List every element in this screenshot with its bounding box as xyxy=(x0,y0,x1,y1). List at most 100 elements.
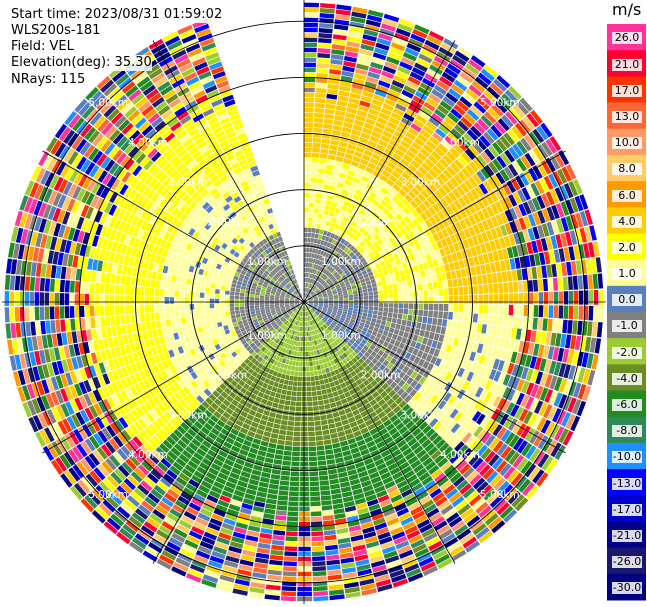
range-gate xyxy=(481,208,490,219)
range-gate xyxy=(338,90,350,97)
range-gate xyxy=(333,307,338,310)
range-gate xyxy=(321,325,326,330)
range-gate xyxy=(316,328,320,334)
range-gate xyxy=(363,211,371,219)
range-gate xyxy=(448,88,462,100)
range-gate xyxy=(324,264,329,269)
range-gate xyxy=(306,294,310,298)
range-gate xyxy=(360,348,367,355)
range-gate xyxy=(418,290,424,297)
range-gate xyxy=(306,381,311,387)
range-gate xyxy=(71,331,78,344)
range-gate xyxy=(314,420,321,426)
range-gate xyxy=(305,351,309,357)
range-gate xyxy=(337,310,343,313)
range-gate xyxy=(378,445,388,454)
range-gate xyxy=(336,313,342,317)
range-gate xyxy=(328,303,334,306)
range-gate xyxy=(282,347,287,353)
range-gate xyxy=(317,249,322,255)
range-gate xyxy=(326,361,332,367)
range-gate xyxy=(275,338,280,344)
range-gate xyxy=(375,375,382,383)
range-gate xyxy=(381,432,391,441)
range-gate xyxy=(456,140,468,152)
range-gate xyxy=(316,254,320,260)
range-gate xyxy=(211,550,226,560)
range-gate xyxy=(407,212,416,221)
range-gate xyxy=(484,148,496,161)
range-gate xyxy=(306,386,312,392)
range-gate xyxy=(437,143,449,154)
range-gate xyxy=(309,197,315,203)
range-gate xyxy=(265,589,281,596)
range-gate xyxy=(165,311,170,320)
range-gate xyxy=(413,445,424,455)
range-gate xyxy=(299,511,310,517)
range-gate xyxy=(482,274,488,284)
range-gate xyxy=(301,326,304,332)
range-gate xyxy=(397,66,411,75)
range-gate xyxy=(412,95,425,105)
range-gate xyxy=(298,326,301,332)
range-gate xyxy=(337,177,346,184)
range-gate xyxy=(313,274,317,280)
range-gate xyxy=(475,364,483,375)
range-gate xyxy=(347,143,357,151)
range-gate xyxy=(454,221,463,232)
range-gate xyxy=(367,313,373,318)
range-gate xyxy=(134,533,150,546)
range-gate xyxy=(396,409,405,418)
range-gate xyxy=(318,405,325,411)
range-gate xyxy=(445,205,454,215)
range-gate xyxy=(360,95,373,103)
range-gate xyxy=(422,424,432,435)
range-gate xyxy=(459,532,475,545)
range-gate xyxy=(315,435,323,441)
range-gate xyxy=(393,384,401,393)
range-gate xyxy=(456,321,463,330)
range-gate xyxy=(264,457,274,464)
range-gate xyxy=(340,371,346,378)
range-gate xyxy=(317,48,331,54)
range-gate xyxy=(503,235,511,248)
range-gate xyxy=(256,547,270,554)
range-gate xyxy=(494,336,501,347)
range-gate xyxy=(371,432,381,440)
range-gate xyxy=(380,23,396,32)
range-gate xyxy=(352,310,358,315)
range-gate xyxy=(420,255,427,263)
range-gate xyxy=(389,272,396,279)
range-gate xyxy=(338,141,348,148)
range-gate xyxy=(279,329,284,334)
range-gate xyxy=(398,303,404,309)
range-gate xyxy=(436,51,451,63)
range-gate xyxy=(304,32,318,38)
range-gate xyxy=(302,312,304,317)
range-gate xyxy=(424,39,440,51)
range-gate xyxy=(437,210,446,221)
range-gate xyxy=(427,317,433,325)
range-gate xyxy=(358,470,369,478)
range-gate xyxy=(343,330,349,336)
range-gate xyxy=(229,307,235,312)
range-gate xyxy=(259,476,270,483)
range-gate xyxy=(490,262,497,273)
range-gate xyxy=(496,272,503,283)
range-gate xyxy=(156,529,171,541)
range-gate xyxy=(329,325,334,330)
range-gate xyxy=(318,163,327,169)
range-gate xyxy=(408,424,418,433)
range-gate xyxy=(544,374,553,388)
range-gate xyxy=(449,147,461,158)
range-gate xyxy=(340,238,346,245)
range-gate xyxy=(307,288,310,293)
range-gate xyxy=(293,376,298,382)
range-gate xyxy=(328,377,334,383)
range-gate xyxy=(323,520,335,526)
range-gate xyxy=(320,384,326,390)
range-gate xyxy=(442,280,448,288)
range-gate xyxy=(361,386,369,394)
range-gate xyxy=(513,281,519,293)
range-gate xyxy=(328,78,340,85)
